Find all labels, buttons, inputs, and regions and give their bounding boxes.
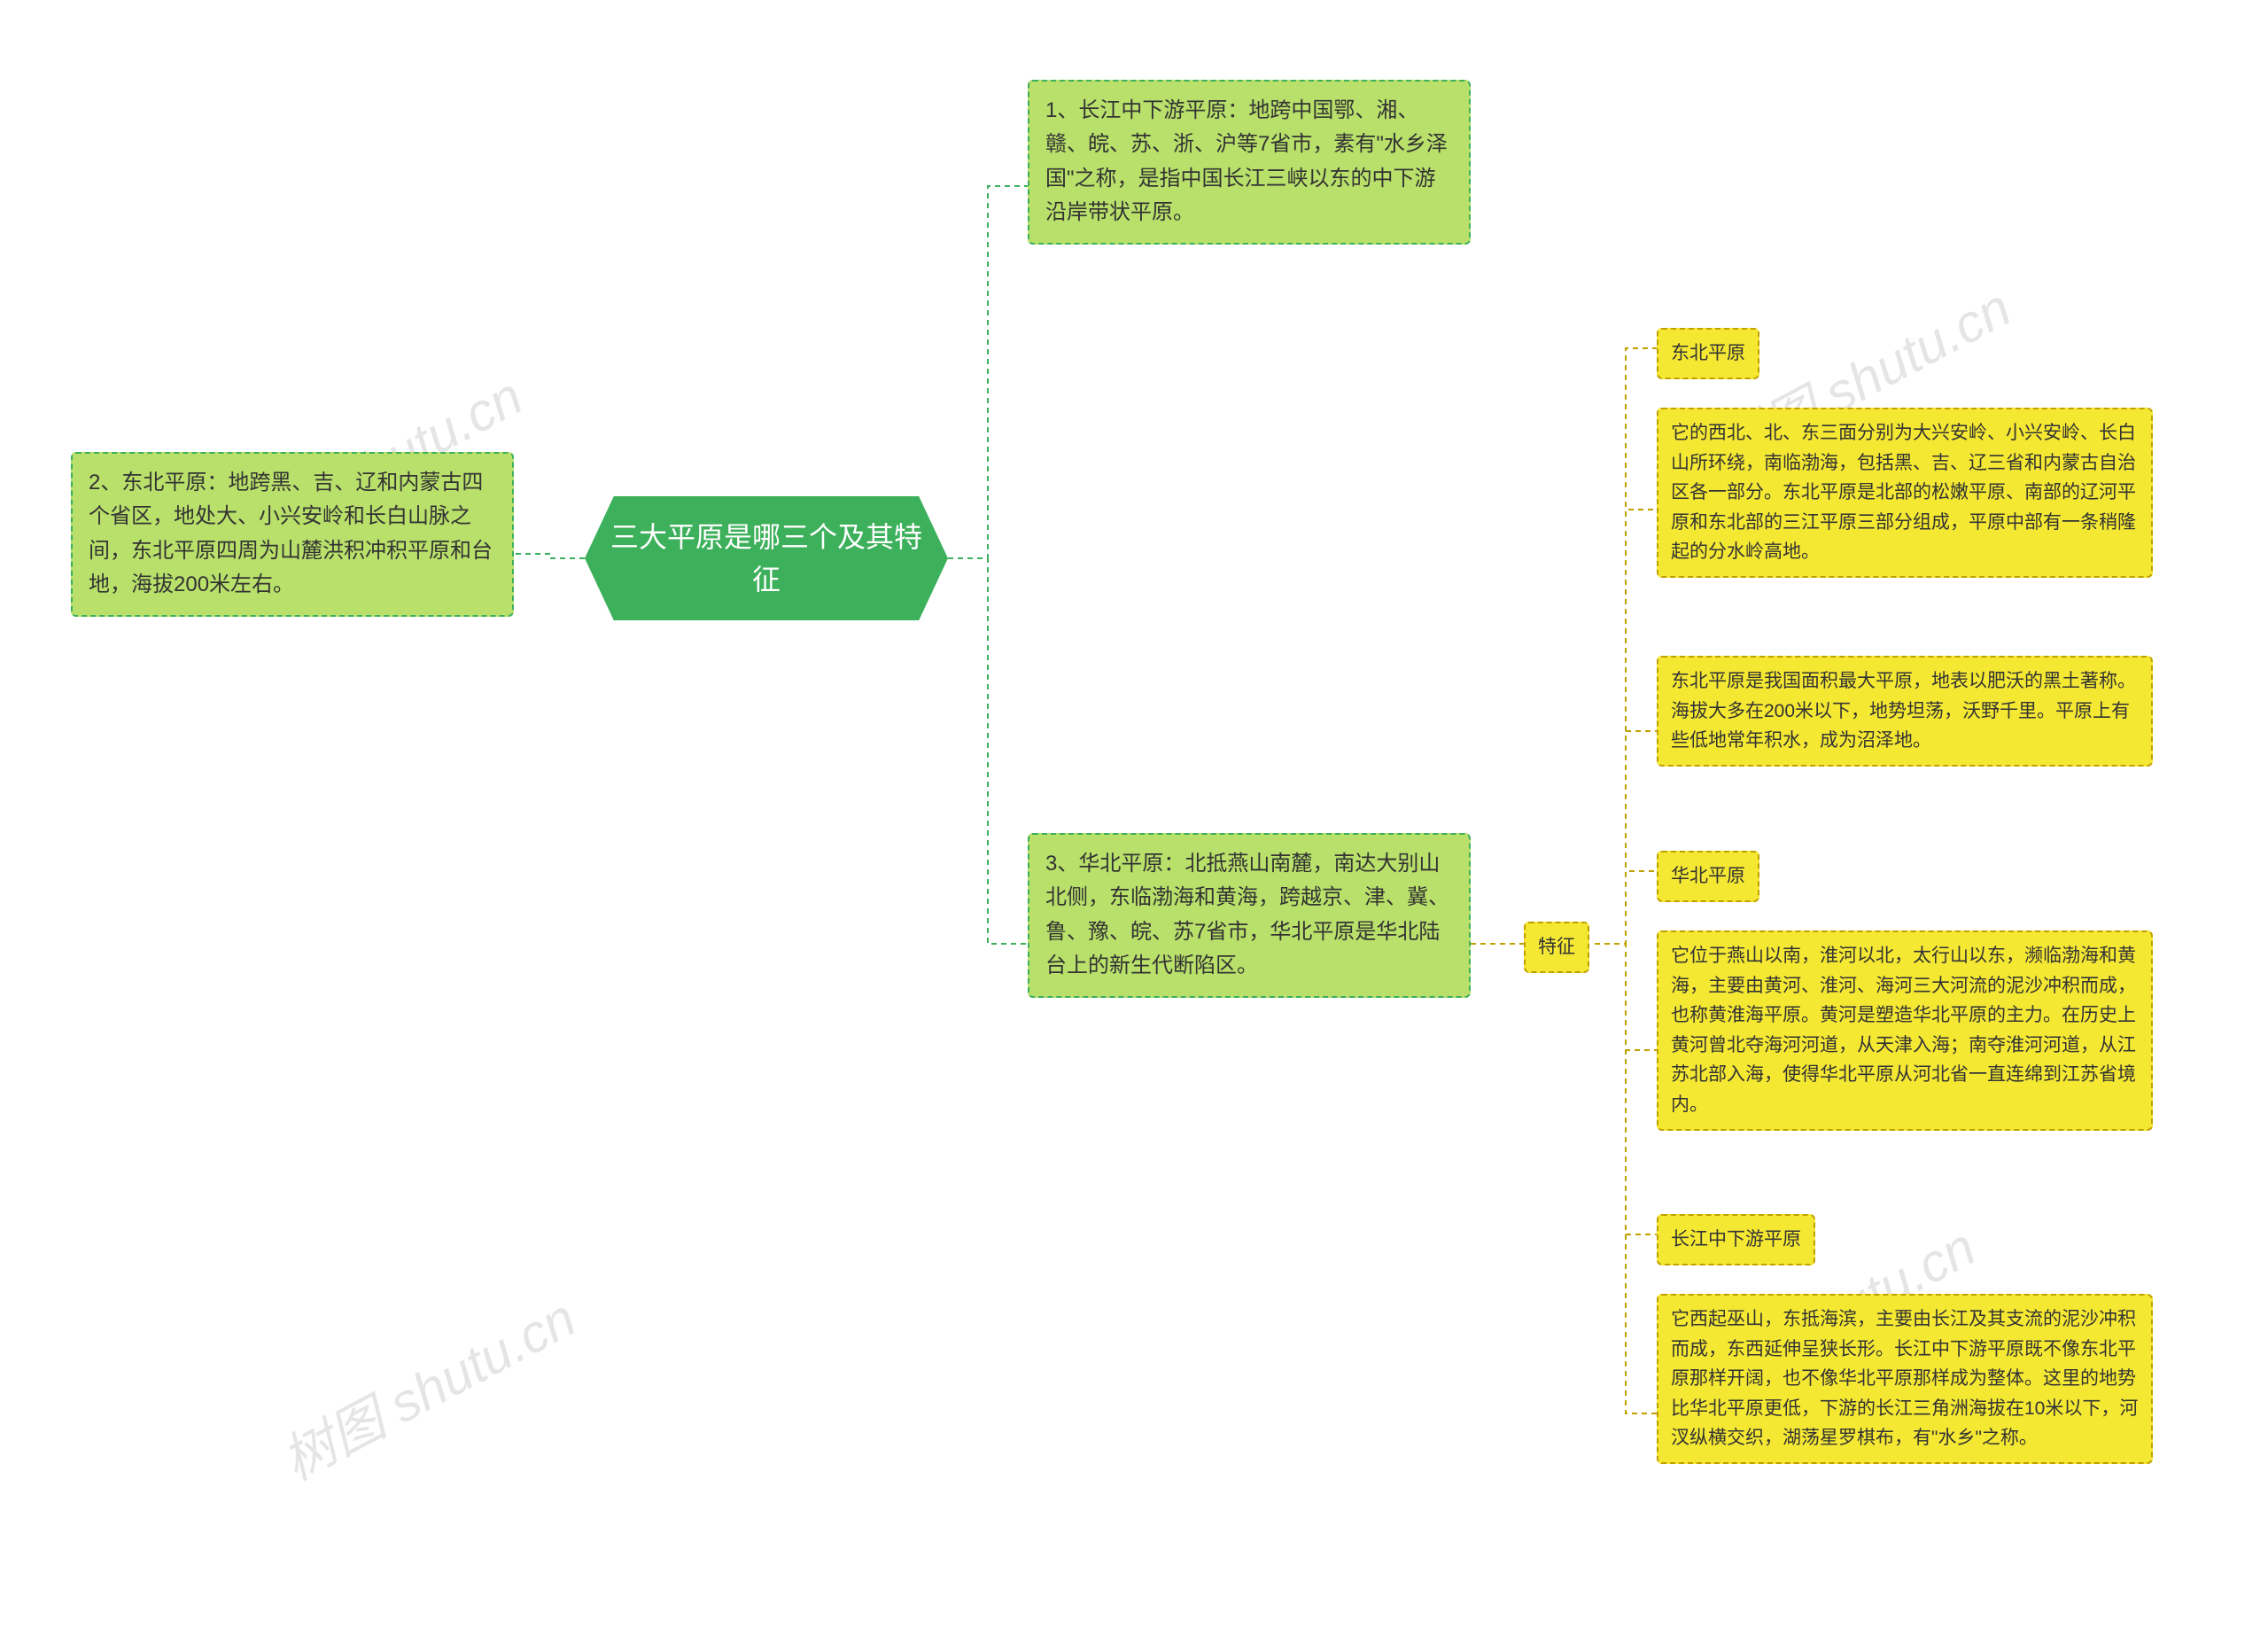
node-y2-body[interactable]: 它的西北、北、东三面分别为大兴安岭、小兴安岭、长白山所环绕，南临渤海，包括黑、吉… [1657,408,2153,578]
connector [948,558,1028,944]
connector [514,554,585,558]
node-y4-title[interactable]: 华北平原 [1657,851,1759,902]
node-y7-body[interactable]: 它西起巫山，东抵海滨，主要由长江及其支流的泥沙冲积而成，东西延伸呈狭长形。长江中… [1657,1294,2153,1464]
connector [1595,944,1657,1234]
connector [1595,871,1657,944]
node-y3-body[interactable]: 东北平原是我国面积最大平原，地表以肥沃的黑土著称。海拔大多在200米以下，地势坦… [1657,656,2153,767]
node-feature[interactable]: 特征 [1524,922,1589,973]
watermark: 树图 shutu.cn [267,1276,587,1495]
root-node[interactable]: 三大平原是哪三个及其特征 [585,496,948,620]
connector [1595,944,1657,1050]
connector [1595,731,1657,944]
mindmap-canvas: 树图 shutu.cn 树图 shutu.cn 树图 shutu.cn 树图 s… [0,0,2268,1635]
connector [1595,944,1657,1413]
node-y6-title[interactable]: 长江中下游平原 [1657,1214,1815,1265]
node-y1-title[interactable]: 东北平原 [1657,328,1759,379]
node-right-yangtze[interactable]: 1、长江中下游平原：地跨中国鄂、湘、赣、皖、苏、浙、沪等7省市，素有"水乡泽国"… [1028,80,1471,245]
connector [1595,510,1657,944]
node-left-northeast[interactable]: 2、东北平原：地跨黑、吉、辽和内蒙古四个省区，地处大、小兴安岭和长白山脉之间，东… [71,452,514,617]
connector [948,186,1028,558]
node-y5-body[interactable]: 它位于燕山以南，淮河以北，太行山以东，濒临渤海和黄海，主要由黄河、淮河、海河三大… [1657,930,2153,1131]
connector [1595,348,1657,944]
node-right-northchina[interactable]: 3、华北平原：北抵燕山南麓，南达大别山北侧，东临渤海和黄海，跨越京、津、冀、鲁、… [1028,833,1471,998]
